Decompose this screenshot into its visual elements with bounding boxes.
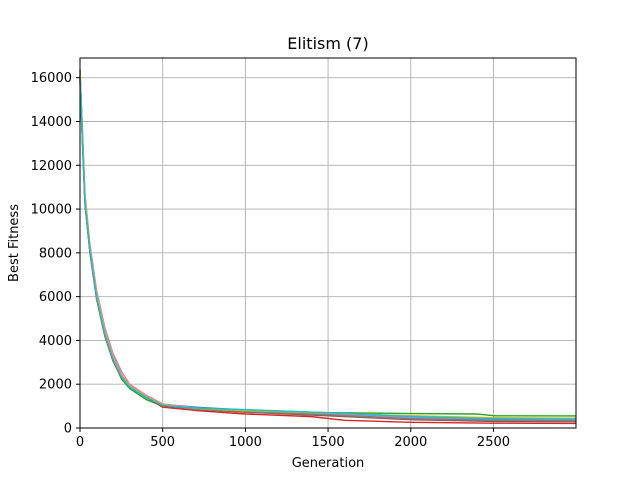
x-tick-label: 1500 [312, 435, 345, 450]
x-tick-label: 0 [76, 435, 84, 450]
y-tick-label: 2000 [39, 378, 72, 393]
axis-ticks: 0 500 1000 1500 2000 2500 0 2000 4000 6000 8000 100… [31, 71, 510, 450]
x-tick-label: 2500 [477, 435, 510, 450]
y-tick-label: 0 [64, 422, 72, 437]
y-tick-label: 4000 [39, 334, 72, 349]
series-lines [79, 68, 577, 425]
y-tick-label: 10000 [31, 203, 72, 218]
y-tick-label: 16000 [31, 71, 72, 86]
y-tick-label: 8000 [39, 246, 72, 261]
x-tick-label: 1000 [229, 435, 262, 450]
x-axis-title: Generation [292, 456, 365, 471]
y-tick-label: 6000 [39, 290, 72, 305]
chart-title: Elitism (7) [287, 34, 368, 53]
x-tick-label: 500 [150, 435, 175, 450]
series-line-10 [79, 78, 577, 420]
y-axis-title: Best Fitness [7, 204, 22, 282]
y-tick-label: 12000 [31, 159, 72, 174]
y-tick-label: 14000 [31, 115, 72, 130]
x-tick-label: 2000 [394, 435, 427, 450]
